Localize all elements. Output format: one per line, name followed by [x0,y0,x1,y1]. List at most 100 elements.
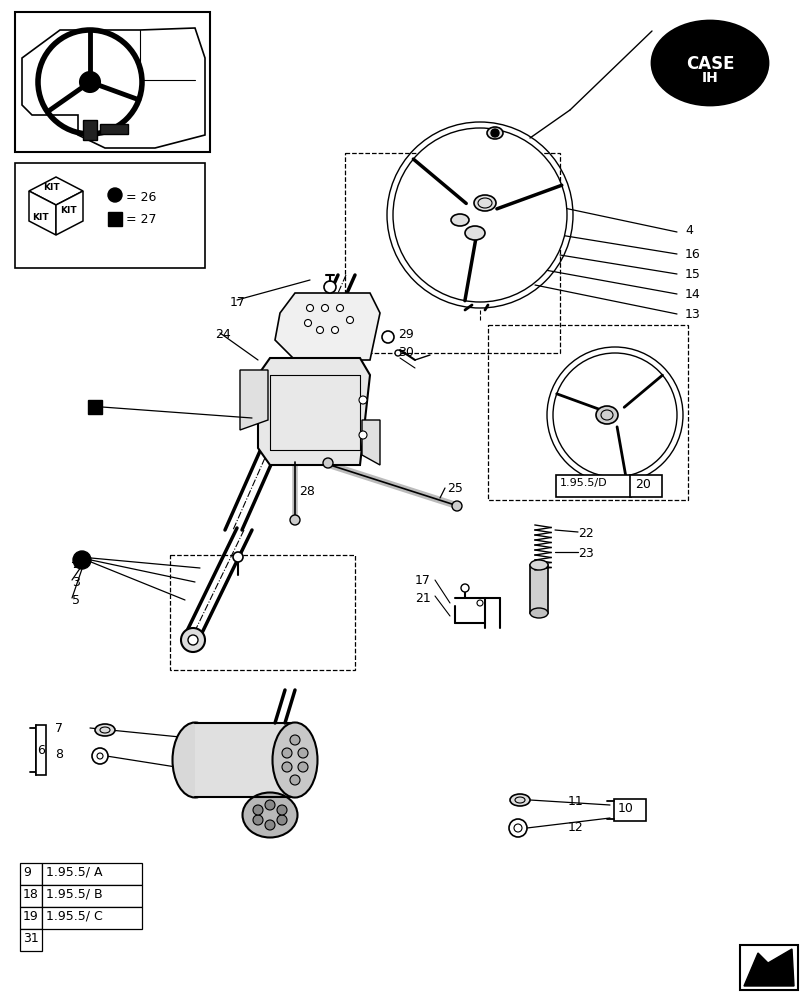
Polygon shape [258,358,370,465]
Bar [88,400,102,414]
Text: 8: 8 [55,748,63,761]
Bar [83,120,97,140]
Circle shape [277,805,286,815]
Text: 28: 28 [298,485,315,498]
Circle shape [233,552,242,562]
Bar [20,929,42,951]
Polygon shape [362,420,380,465]
Circle shape [381,331,393,343]
Text: 1.95.5/ B: 1.95.5/ B [46,888,102,901]
Text: 11: 11 [568,795,583,808]
Text: KIT: KIT [43,183,59,192]
Text: 1.95.5/D: 1.95.5/D [560,478,607,488]
Text: 29: 29 [397,328,414,341]
Circle shape [393,128,566,302]
Circle shape [264,820,275,830]
Text: 17: 17 [230,296,246,309]
Circle shape [80,72,100,92]
Bar [169,555,354,670]
Circle shape [331,326,338,334]
Ellipse shape [530,608,547,618]
Ellipse shape [487,127,502,139]
Bar [556,475,630,497]
Text: 7: 7 [55,722,63,735]
Circle shape [316,326,323,334]
Text: 5: 5 [72,594,80,607]
Ellipse shape [242,792,297,837]
Circle shape [188,635,198,645]
Text: 20: 20 [634,478,650,491]
Ellipse shape [95,724,115,736]
Circle shape [491,129,499,137]
Bar [15,163,204,268]
Circle shape [298,762,307,772]
Circle shape [290,515,299,525]
Polygon shape [743,949,793,986]
Circle shape [358,431,367,439]
Bar [487,325,687,500]
Bar [530,565,547,613]
Bar [42,907,142,929]
Ellipse shape [595,406,617,424]
Text: KIT: KIT [60,206,76,215]
Circle shape [394,350,401,356]
Circle shape [358,396,367,404]
Text: 16: 16 [684,248,700,261]
Text: 31: 31 [23,932,39,945]
Ellipse shape [651,21,767,105]
Text: 22: 22 [577,527,593,540]
Circle shape [346,316,353,324]
Polygon shape [29,177,83,205]
Polygon shape [240,370,268,430]
Circle shape [290,775,299,785]
Text: 30: 30 [397,346,414,359]
Text: 15: 15 [684,268,700,281]
Text: 9: 9 [23,866,31,879]
Circle shape [324,281,336,293]
Circle shape [73,551,91,569]
Bar [195,723,294,797]
Ellipse shape [465,226,484,240]
Bar [42,885,142,907]
Polygon shape [275,293,380,360]
Circle shape [552,353,676,477]
Bar [629,475,661,497]
Bar [108,212,122,226]
Circle shape [323,458,333,468]
Circle shape [508,819,526,837]
Text: 1.95.5/ C: 1.95.5/ C [46,910,103,923]
Text: 10: 10 [617,802,633,815]
Ellipse shape [474,195,496,211]
Text: 3: 3 [72,576,79,589]
Text: = 26: = 26 [126,191,157,204]
Circle shape [108,188,122,202]
Text: 21: 21 [414,592,430,605]
Bar [42,863,142,885]
Ellipse shape [509,794,530,806]
Text: 14: 14 [684,288,700,301]
Bar [15,12,210,152]
Text: 13: 13 [684,308,700,321]
Bar [100,124,128,134]
Text: 24: 24 [215,328,230,341]
Text: 2: 2 [72,558,79,571]
Bar [739,945,797,990]
Text: 4: 4 [684,224,692,237]
Text: = 27: = 27 [126,213,157,226]
Polygon shape [56,191,83,235]
Text: 17: 17 [414,574,431,587]
Text: 12: 12 [568,821,583,834]
Circle shape [321,304,328,312]
Text: 18: 18 [23,888,39,901]
Circle shape [281,748,292,758]
Circle shape [92,748,108,764]
Circle shape [452,501,461,511]
Circle shape [336,304,343,312]
Text: CASE: CASE [685,55,733,73]
Bar [20,863,42,885]
Bar [613,799,646,821]
Ellipse shape [530,560,547,570]
Bar [345,153,560,353]
Text: 25: 25 [446,482,462,495]
Text: 19: 19 [23,910,39,923]
